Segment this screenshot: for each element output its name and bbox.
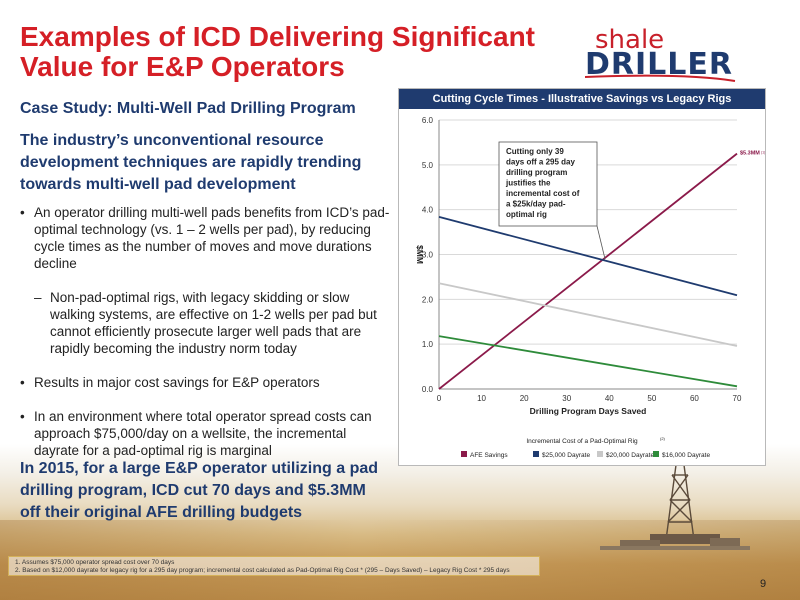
series-line xyxy=(438,282,738,347)
x-tick-label: 10 xyxy=(477,394,486,403)
x-tick-label: 20 xyxy=(520,394,529,403)
callout-line: days off a 295 day xyxy=(506,158,575,167)
logo-top-text: shale xyxy=(595,25,665,55)
title-line-1: Examples of ICD Delivering Significant xyxy=(20,21,536,52)
x-axis-label: Drilling Program Days Saved xyxy=(530,406,647,416)
savings-chart: Cutting Cycle Times - Illustrative Savin… xyxy=(398,88,766,466)
chart-plot: 0.0 1.0 2.0 3.0 4.0 5.0 6.0 0 10 20 30 40 50 60 70 Dril… xyxy=(415,116,765,459)
shale-driller-logo: shale DRILLER xyxy=(585,25,785,85)
y-tick-label: 5.0 xyxy=(422,161,434,170)
x-tick-label: 0 xyxy=(437,394,442,403)
y-tick-label: 3.0 xyxy=(422,251,434,260)
legend-label: $20,000 Dayrate xyxy=(606,452,654,459)
callout-line: incremental cost of xyxy=(506,189,580,198)
y-tick-label: 1.0 xyxy=(422,340,434,349)
legend-swatch xyxy=(653,451,659,457)
x-tick-label: 40 xyxy=(605,394,614,403)
bullet-list: An operator drilling multi-well pads ben… xyxy=(20,204,390,459)
legend-label: $25,000 Dayrate xyxy=(542,452,590,459)
callout-pointer xyxy=(596,225,606,260)
end-value-footnote: (1) xyxy=(761,151,765,155)
y-axis-label: $MM xyxy=(415,245,425,264)
y-tick-label: 6.0 xyxy=(422,116,434,125)
bullet-item: Results in major cost savings for E&P op… xyxy=(20,374,390,391)
series-line xyxy=(438,152,738,390)
legend-title-footnote: (2) xyxy=(660,436,666,441)
legend-swatch xyxy=(597,451,603,457)
callout-line: a $25k/day pad- xyxy=(506,200,566,209)
footnote-1: 1. Assumes $75,000 operator spread cost … xyxy=(15,559,175,566)
callout-box xyxy=(498,141,598,227)
y-tick-label: 4.0 xyxy=(422,206,434,215)
series-line xyxy=(438,215,738,297)
callout-line: optimal rig xyxy=(506,210,547,219)
x-tick-label: 30 xyxy=(562,394,571,403)
legend-swatch xyxy=(461,451,467,457)
legend-label: $16,000 Dayrate xyxy=(662,452,710,459)
page-number: 9 xyxy=(760,578,767,590)
callout-line: justifies the xyxy=(505,179,551,188)
bullet-item: An operator drilling multi-well pads ben… xyxy=(20,204,390,272)
sub-bullet-item: Non-pad-optimal rigs, with legacy skiddi… xyxy=(20,289,390,357)
x-tick-label: 70 xyxy=(733,394,742,403)
lead-statement: The industry’s unconventional resource d… xyxy=(20,132,362,193)
legend-title: Incremental Cost of a Pad-Optimal Rig xyxy=(526,438,638,445)
callout-line: drilling program xyxy=(506,168,567,177)
drilling-rig-image xyxy=(600,434,750,550)
callout-line: Cutting only 39 xyxy=(506,147,564,156)
legend-swatch xyxy=(533,451,539,457)
case-study-subtitle: Case Study: Multi-Well Pad Drilling Prog… xyxy=(20,100,356,117)
conclusion-statement: In 2015, for a large E&P operator utiliz… xyxy=(20,460,379,521)
x-tick-label: 60 xyxy=(690,394,699,403)
bullet-item: In an environment where total operator s… xyxy=(20,408,390,459)
logo-swoosh-icon xyxy=(585,74,736,82)
footnote-2: 2. Based on $12,000 dayrate for legacy r… xyxy=(15,567,510,574)
y-tick-label: 0.0 xyxy=(422,385,434,394)
title-line-2: Value for E&P Operators xyxy=(20,51,345,82)
chart-title: Cutting Cycle Times - Illustrative Savin… xyxy=(399,89,765,109)
y-tick-label: 2.0 xyxy=(422,295,434,304)
slide-title: Examples of ICD Delivering Significant V… xyxy=(20,22,580,82)
footnotes: 1. Assumes $75,000 operator spread cost … xyxy=(8,556,540,576)
x-tick-label: 50 xyxy=(647,394,656,403)
legend-label: AFE Savings xyxy=(470,452,508,459)
end-value-label: $5.3MM xyxy=(740,151,760,157)
series-line xyxy=(438,335,738,388)
